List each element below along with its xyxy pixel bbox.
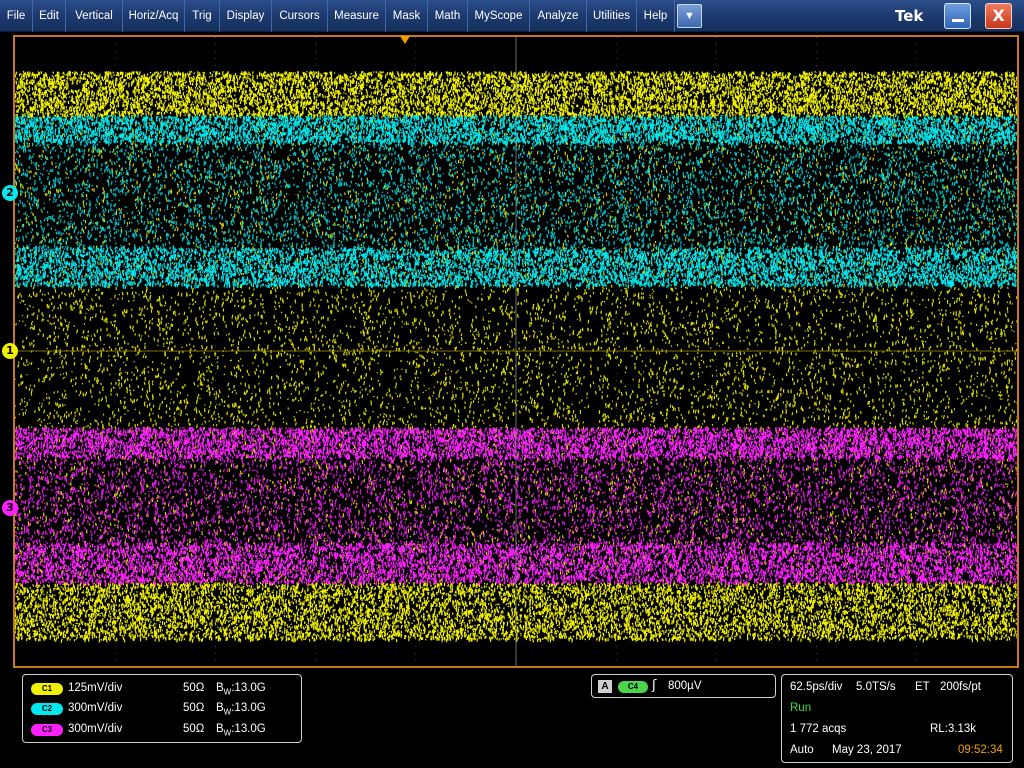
channel-2-readout[interactable]: C2 300mV/div 50Ω BW:13.0G: [31, 702, 293, 716]
menu-cursors[interactable]: Cursors: [272, 0, 328, 32]
bw-sub: W: [223, 728, 232, 738]
channel-3-badge[interactable]: C3: [31, 724, 63, 736]
ch2-trace-bottom-rail: [15, 246, 1017, 290]
menu-measure[interactable]: Measure: [328, 0, 386, 32]
time-resolution: 200fs/pt: [940, 681, 981, 693]
menu-math[interactable]: Math: [428, 0, 468, 32]
menu-help[interactable]: Help: [637, 0, 675, 32]
acquisition-readout-panel[interactable]: 62.5ps/div 5.0TS/s ET 200fs/pt Run 1 772…: [781, 674, 1013, 763]
run-status: Run: [790, 702, 812, 714]
trigger-mode: Auto: [790, 744, 814, 756]
channel-2-scale: 300mV/div: [68, 702, 123, 714]
channel-2-badge[interactable]: C2: [31, 703, 63, 715]
bw-prefix: B: [216, 702, 224, 714]
record-length: RL:3.13k: [930, 723, 977, 735]
acquisition-count: 1 772 acqs: [790, 723, 847, 735]
bw-value: :13.0G: [231, 723, 266, 735]
bw-value: :13.0G: [231, 682, 266, 694]
trigger-source-badge: C4: [618, 681, 648, 693]
acquisition-mode: ET: [915, 681, 930, 693]
ch3-trace-bottom-rail: [15, 541, 1017, 586]
minimize-button[interactable]: [944, 3, 971, 29]
menu-edit[interactable]: Edit: [33, 0, 66, 32]
channel-readout-panel: C1 125mV/div 50Ω BW:13.0G C2 300mV/div 5…: [22, 674, 302, 743]
ch1-trace-bottom-rail: [15, 581, 1017, 643]
trigger-level: 800µV: [668, 680, 702, 692]
menu-file[interactable]: File: [0, 0, 33, 32]
rising-edge-icon: ʃ: [652, 678, 657, 693]
bw-prefix: B: [216, 723, 224, 735]
channel-2-impedance: 50Ω: [183, 702, 205, 714]
time-of-day: 09:52:34: [958, 744, 1003, 756]
menu-mask[interactable]: Mask: [386, 0, 428, 32]
ch3-trace-body: [15, 456, 1017, 546]
channel-2-marker[interactable]: 2: [2, 185, 18, 201]
channel-1-readout[interactable]: C1 125mV/div 50Ω BW:13.0G: [31, 682, 293, 696]
menu-myscope[interactable]: MyScope: [468, 0, 530, 32]
trigger-readout-panel[interactable]: A C4 ʃ 800µV: [591, 674, 776, 698]
bw-sub: W: [223, 707, 232, 717]
ch3-trace-top-rail: [15, 426, 1017, 462]
bw-prefix: B: [216, 682, 224, 694]
waveform-plot: [15, 37, 1017, 666]
ch2-trace-top-rail: [15, 114, 1017, 147]
waveform-display[interactable]: [13, 35, 1019, 668]
channel-3-bandwidth: BW:13.0G: [216, 723, 266, 737]
menu-bar: File Edit Vertical Horiz/Acq Trig Displa…: [0, 0, 1024, 32]
bw-value: :13.0G: [231, 702, 266, 714]
date: May 23, 2017: [832, 744, 902, 756]
channel-3-impedance: 50Ω: [183, 723, 205, 735]
trigger-mode-badge: A: [598, 680, 612, 693]
trigger-position-marker[interactable]: [400, 36, 410, 44]
channel-1-scale: 125mV/div: [68, 682, 123, 694]
ch1-trace-top-rail: [15, 70, 1017, 119]
channel-3-readout[interactable]: C3 300mV/div 50Ω BW:13.0G: [31, 723, 293, 737]
menu-vertical[interactable]: Vertical: [66, 0, 123, 32]
sample-rate: 5.0TS/s: [856, 681, 896, 693]
brand-logo: Tek: [895, 7, 924, 25]
ch2-trace-body: [15, 141, 1017, 251]
menu-dropdown-button[interactable]: ▼: [677, 4, 702, 28]
channel-2-bandwidth: BW:13.0G: [216, 702, 266, 716]
ch1-trace-middle: [15, 287, 1017, 431]
graticule-grid: [15, 37, 1017, 666]
channel-1-badge[interactable]: C1: [31, 683, 63, 695]
close-icon: X: [992, 6, 1005, 25]
timebase: 62.5ps/div: [790, 681, 843, 693]
close-button[interactable]: X: [985, 3, 1012, 29]
channel-1-impedance: 50Ω: [183, 682, 205, 694]
menu-utilities[interactable]: Utilities: [587, 0, 637, 32]
bw-sub: W: [223, 687, 232, 697]
chevron-down-icon: ▼: [684, 10, 695, 22]
channel-3-scale: 300mV/div: [68, 723, 123, 735]
menu-horiz-acq[interactable]: Horiz/Acq: [123, 0, 185, 32]
menu-display[interactable]: Display: [220, 0, 272, 32]
channel-1-bandwidth: BW:13.0G: [216, 682, 266, 696]
channel-1-marker[interactable]: 1: [2, 343, 18, 359]
menu-analyze[interactable]: Analyze: [530, 0, 587, 32]
menu-trig[interactable]: Trig: [185, 0, 220, 32]
channel-3-marker[interactable]: 3: [2, 500, 18, 516]
